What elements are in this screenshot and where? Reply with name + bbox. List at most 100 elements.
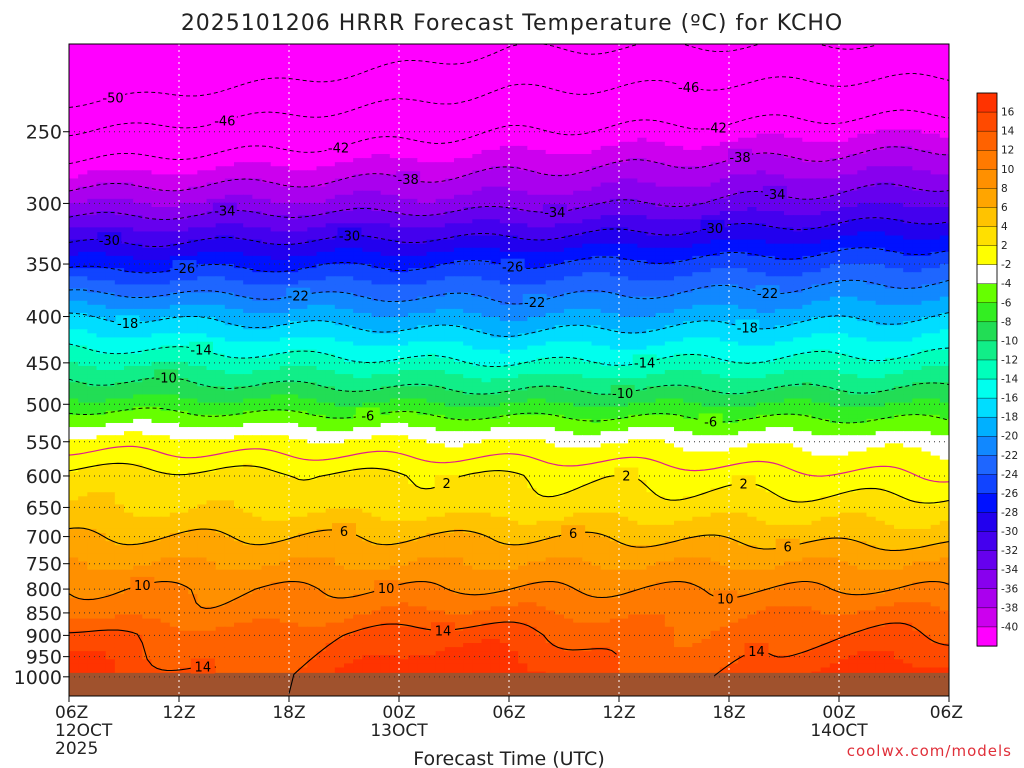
heat-cell bbox=[426, 117, 437, 123]
heat-cell bbox=[664, 162, 675, 167]
heat-cell bbox=[875, 92, 886, 98]
heat-cell bbox=[747, 211, 758, 216]
heat-cell bbox=[490, 117, 501, 123]
heat-cell bbox=[820, 247, 831, 253]
heat-cell bbox=[683, 60, 693, 65]
heat-cell bbox=[454, 162, 464, 167]
heat-cell bbox=[591, 117, 602, 123]
heat-cell bbox=[802, 44, 813, 49]
heat-cell bbox=[674, 64, 684, 70]
heat-cell bbox=[738, 239, 748, 245]
heat-cell bbox=[866, 227, 877, 233]
heat-cell bbox=[866, 239, 877, 245]
heat-cell bbox=[87, 207, 98, 212]
heat-cell bbox=[829, 235, 840, 241]
heat-cell bbox=[591, 141, 602, 147]
heat-cell bbox=[536, 215, 547, 220]
heat-cell bbox=[69, 117, 79, 123]
heat-cell bbox=[875, 186, 886, 192]
heat-cell bbox=[738, 190, 748, 196]
heat-cell bbox=[509, 76, 519, 82]
heat-cell bbox=[857, 202, 868, 208]
heat-cell bbox=[637, 219, 648, 224]
heat-cell bbox=[719, 186, 730, 192]
heat-cell bbox=[582, 52, 593, 57]
heat-cell bbox=[270, 121, 281, 127]
heat-cell bbox=[646, 60, 657, 65]
heat-cell bbox=[509, 109, 519, 114]
heat-cell bbox=[674, 231, 684, 237]
heat-cell bbox=[463, 158, 473, 163]
heat-cell bbox=[105, 178, 116, 184]
heat-cell bbox=[307, 211, 318, 216]
heat-cell bbox=[664, 182, 675, 188]
heat-cell bbox=[463, 68, 473, 74]
heat-cell bbox=[609, 117, 620, 123]
heat-cell bbox=[362, 247, 373, 253]
heat-cell bbox=[729, 235, 739, 241]
heat-cell bbox=[829, 215, 840, 220]
heat-cell bbox=[252, 223, 263, 228]
heat-cell bbox=[87, 52, 98, 57]
heat-cell bbox=[774, 162, 785, 167]
heat-cell bbox=[435, 174, 446, 180]
heat-cell bbox=[609, 80, 620, 86]
heat-cell bbox=[857, 235, 868, 241]
heat-cell bbox=[884, 121, 895, 127]
heat-cell bbox=[78, 247, 88, 253]
heat-cell bbox=[435, 247, 446, 253]
heat-cell bbox=[839, 64, 849, 70]
heat-cell bbox=[234, 178, 244, 184]
heat-cell bbox=[839, 72, 849, 78]
heat-cell bbox=[875, 202, 886, 208]
heat-cell bbox=[554, 154, 565, 159]
heat-cell bbox=[628, 215, 638, 220]
heat-cell bbox=[536, 141, 547, 147]
heat-cell bbox=[371, 190, 382, 196]
heat-cell bbox=[921, 109, 932, 114]
heat-cell bbox=[701, 158, 712, 163]
heat-cell bbox=[738, 84, 748, 90]
heat-cell bbox=[417, 92, 428, 98]
heat-cell bbox=[729, 186, 739, 192]
heat-cell bbox=[756, 211, 767, 216]
heat-cell bbox=[408, 101, 418, 106]
heat-cell bbox=[399, 243, 409, 249]
heat-cell bbox=[820, 231, 831, 237]
heat-cell bbox=[848, 60, 858, 65]
heat-cell bbox=[151, 44, 162, 49]
heat-cell bbox=[179, 190, 189, 196]
heat-cell bbox=[298, 101, 308, 106]
heat-cell bbox=[784, 215, 794, 220]
heat-cell bbox=[408, 202, 418, 208]
heat-cell bbox=[169, 68, 180, 74]
heat-cell bbox=[756, 92, 767, 98]
heat-cell bbox=[756, 219, 767, 224]
heat-cell bbox=[619, 125, 629, 131]
heat-cell bbox=[518, 141, 528, 147]
heat-cell bbox=[655, 137, 666, 143]
heat-cell bbox=[380, 247, 391, 253]
heat-cell bbox=[710, 84, 721, 90]
heat-cell bbox=[509, 145, 519, 151]
heat-cell bbox=[582, 109, 593, 114]
heat-cell bbox=[930, 64, 941, 70]
heat-cell bbox=[234, 211, 244, 216]
heat-cell bbox=[105, 72, 116, 78]
heat-cell bbox=[160, 162, 171, 167]
heat-cell bbox=[325, 80, 336, 86]
heat-cell bbox=[69, 227, 79, 233]
heat-cell bbox=[674, 174, 684, 180]
heat-cell bbox=[536, 109, 547, 114]
heat-cell bbox=[701, 251, 712, 257]
heat-cell bbox=[747, 129, 758, 135]
heat-cell bbox=[389, 162, 400, 167]
heat-cell bbox=[554, 60, 565, 65]
heat-cell bbox=[921, 84, 932, 90]
heat-cell bbox=[545, 190, 556, 196]
heat-cell bbox=[857, 117, 868, 123]
heat-cell bbox=[619, 84, 629, 90]
heat-cell bbox=[646, 235, 657, 241]
heat-cell bbox=[444, 109, 455, 114]
heat-cell bbox=[811, 251, 822, 257]
